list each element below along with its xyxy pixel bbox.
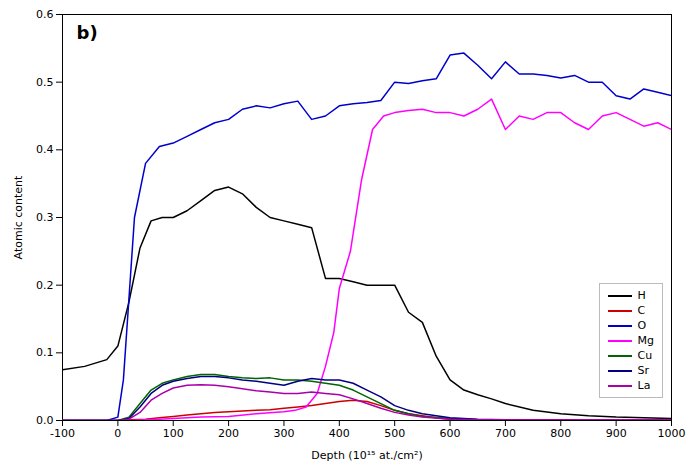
svg-text:700: 700	[495, 427, 516, 440]
html-text:C: C	[637, 304, 646, 317]
svg-text:600: 600	[440, 427, 461, 440]
html-text:Cu: Cu	[637, 349, 653, 362]
svg-text:200: 200	[218, 427, 239, 440]
svg-text:800: 800	[550, 427, 571, 440]
svg-text:0: 0	[114, 427, 121, 440]
svg-text:0.2: 0.2	[36, 279, 54, 292]
svg-text:0.3: 0.3	[36, 211, 54, 224]
svg-text:300: 300	[273, 427, 294, 440]
svg-text:900: 900	[606, 427, 627, 440]
svg-text:b): b)	[77, 22, 98, 43]
svg-text:100: 100	[163, 427, 184, 440]
svg-text:-100: -100	[50, 427, 75, 440]
html-text:O: O	[637, 319, 647, 332]
svg-text:0.1: 0.1	[36, 346, 54, 359]
svg-text:0.4: 0.4	[36, 143, 54, 156]
svg-text:500: 500	[384, 427, 405, 440]
svg-text:Atomic content: Atomic content	[12, 175, 25, 259]
svg-text:400: 400	[329, 427, 350, 440]
svg-text:0.0: 0.0	[36, 414, 54, 427]
html-text:Mg: Mg	[637, 334, 654, 347]
svg-text:1000: 1000	[658, 427, 686, 440]
html-text:H: H	[637, 289, 646, 302]
svg-text:Depth (10¹⁵ at./cm²): Depth (10¹⁵ at./cm²)	[311, 449, 422, 462]
svg-text:0.6: 0.6	[36, 8, 54, 21]
svg-text:0.5: 0.5	[36, 76, 54, 89]
html-text:Sr: Sr	[637, 364, 649, 377]
html-text:La: La	[637, 379, 651, 392]
